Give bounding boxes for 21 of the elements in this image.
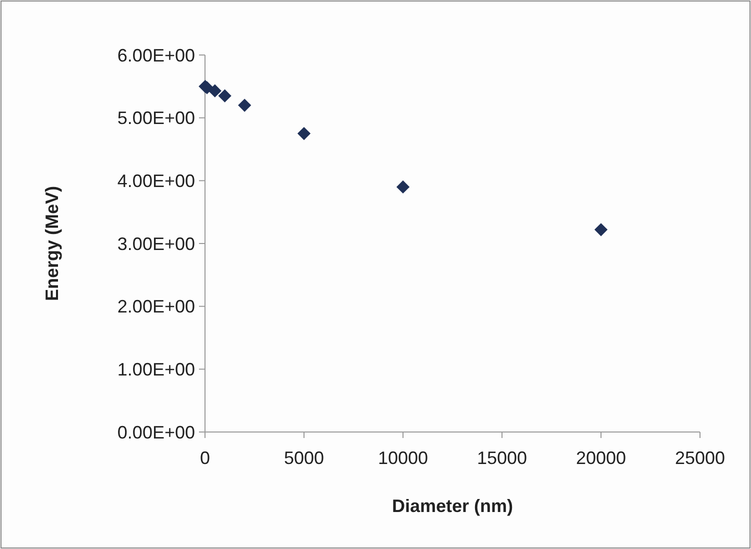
x-tick-label: 0 — [200, 448, 210, 468]
x-tick-label: 15000 — [476, 448, 528, 468]
point — [594, 223, 608, 236]
y-tick-label: 6.00E+00 — [117, 45, 195, 66]
y-tick-label: 0.00E+00 — [117, 422, 195, 442]
x-tick-label: 20000 — [576, 448, 626, 468]
point — [396, 180, 410, 194]
y-tick-label: 5.00E+00 — [117, 108, 195, 128]
x-tick-label: 5000 — [284, 448, 324, 468]
point — [297, 126, 311, 140]
y-tick-label: 4.00E+00 — [117, 170, 195, 191]
x-tick-label: 25000 — [674, 448, 726, 468]
point — [238, 98, 252, 112]
point — [218, 89, 232, 102]
y-tick-label: 1.00E+00 — [117, 359, 195, 380]
x-tick-label: 10000 — [378, 448, 428, 468]
x-axis-title: Diameter (nm) — [392, 496, 514, 516]
y-tick-label: 2.00E+00 — [117, 296, 195, 317]
y-tick-label: 3.00E+00 — [117, 234, 195, 254]
point — [208, 84, 222, 98]
y-axis-title: Energy (MeV) — [42, 186, 62, 302]
